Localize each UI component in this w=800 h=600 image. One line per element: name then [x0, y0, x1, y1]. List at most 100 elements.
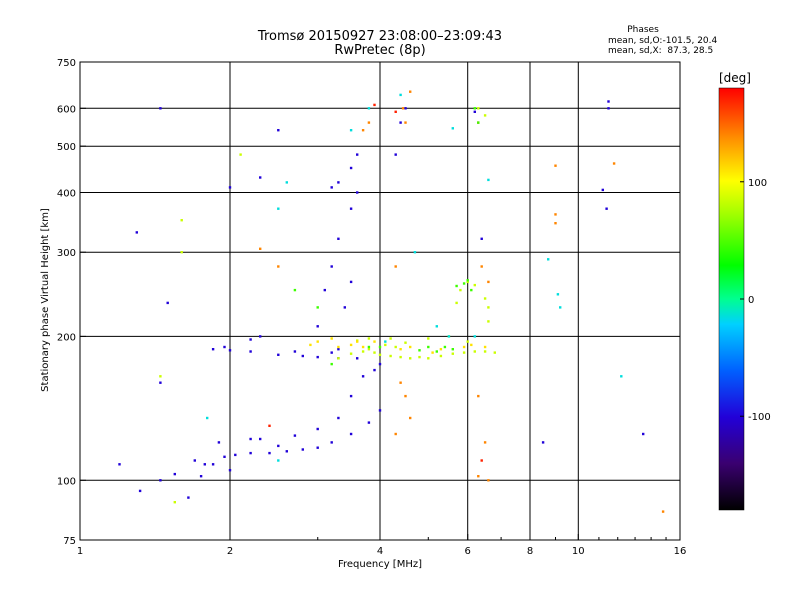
data-point: [349, 166, 353, 170]
colorbar-ticks: 100 0 -100: [740, 178, 771, 423]
data-point: [466, 280, 469, 284]
data-point: [277, 444, 280, 448]
data-point: [330, 362, 333, 366]
data-point: [361, 375, 365, 378]
y-tick-label: 600: [57, 104, 76, 115]
data-point: [356, 340, 359, 343]
y-axis-label: Stationary phase Virtual Height [km]: [40, 208, 51, 392]
data-point: [301, 354, 304, 358]
y-tick-label: 200: [57, 332, 76, 343]
colorbar-gradient: [718, 87, 745, 511]
data-point: [323, 288, 326, 292]
axis-ticks: [79, 61, 681, 541]
data-point: [330, 441, 333, 444]
data-point: [285, 450, 288, 453]
data-point: [277, 207, 280, 210]
x-tick-label: 6: [465, 546, 471, 557]
colorbar-tick-label: -100: [748, 412, 771, 423]
data-point: [217, 441, 221, 444]
data-point: [259, 247, 262, 250]
data-point: [487, 280, 490, 284]
data-point: [180, 251, 183, 254]
data-point: [367, 337, 371, 340]
data-point: [361, 345, 365, 349]
data-point: [487, 306, 490, 309]
data-point: [211, 463, 215, 466]
data-point: [316, 446, 319, 449]
data-point: [316, 355, 319, 359]
data-point: [493, 351, 496, 354]
data-point: [384, 340, 387, 343]
data-point: [607, 107, 610, 110]
data-point: [337, 416, 340, 420]
data-point: [394, 265, 397, 268]
data-point: [277, 353, 280, 356]
data-point: [483, 297, 487, 300]
data-point: [173, 472, 176, 476]
data-point: [337, 345, 340, 349]
data-point: [159, 381, 162, 384]
stats-line-o: mean, sd,O:-101.5, 20.4: [608, 36, 718, 46]
data-point: [361, 350, 365, 353]
x-tick-label: 16: [674, 546, 687, 557]
data-point: [384, 343, 387, 347]
colorbar-tick-label: 0: [748, 295, 754, 306]
x-tick-label: 2: [227, 546, 233, 557]
data-point: [404, 394, 407, 398]
data-point: [620, 375, 623, 378]
data-point: [249, 437, 252, 441]
data-point: [361, 129, 365, 132]
data-point: [480, 459, 483, 462]
x-tick-label: 8: [527, 546, 533, 557]
data-point: [356, 153, 359, 156]
data-point: [483, 345, 487, 349]
data-point: [483, 441, 487, 444]
data-point: [293, 434, 297, 437]
data-point: [378, 409, 382, 412]
x-tick-label: 4: [377, 546, 383, 557]
data-point: [547, 258, 550, 261]
data-point: [435, 350, 438, 353]
data-point: [409, 90, 412, 93]
data-point: [487, 479, 490, 482]
data-point: [138, 489, 142, 493]
data-point: [349, 432, 353, 436]
data-point: [316, 306, 319, 309]
data-point: [259, 437, 262, 441]
data-point: [480, 265, 483, 268]
data-point: [435, 325, 438, 328]
data-point: [418, 355, 421, 359]
data-point: [399, 355, 402, 359]
data-point: [399, 381, 402, 384]
data-point: [473, 350, 476, 353]
data-point: [470, 288, 473, 292]
y-tick-label: 400: [57, 188, 76, 199]
data-point: [605, 207, 608, 210]
data-point: [228, 186, 232, 189]
y-tick-labels: 75 100 200 300 400 500 600 750: [57, 58, 76, 547]
x-tick-label: 1: [77, 546, 83, 557]
data-point: [451, 127, 454, 130]
y-tick-label: 100: [57, 476, 76, 487]
data-point: [373, 103, 376, 107]
data-point: [473, 283, 476, 287]
data-point: [399, 348, 402, 351]
data-point: [473, 335, 476, 338]
stats-line-x: mean, sd,X: 87.3, 28.5: [608, 46, 713, 56]
colorbar: [deg] 100 0 -100: [718, 71, 771, 511]
data-point: [404, 341, 407, 344]
data-point: [451, 352, 454, 355]
data-point: [477, 394, 480, 398]
data-point: [356, 357, 359, 360]
data-point: [249, 451, 252, 455]
data-point: [466, 279, 469, 282]
data-point: [394, 110, 397, 113]
data-point: [373, 340, 376, 343]
data-point: [466, 340, 469, 343]
data-point: [373, 368, 376, 372]
data-point: [337, 348, 340, 351]
data-point: [451, 348, 454, 351]
data-point: [228, 349, 232, 352]
data-point: [559, 306, 562, 309]
data-point: [337, 357, 340, 360]
